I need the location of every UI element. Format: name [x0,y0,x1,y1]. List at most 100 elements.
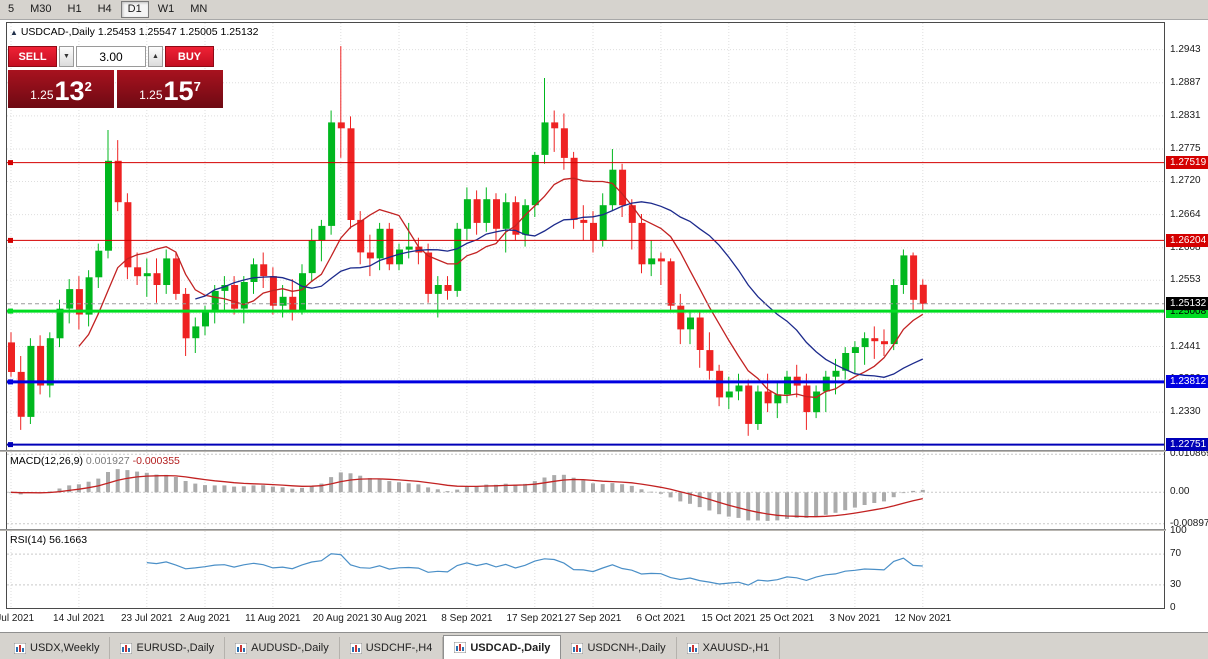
price-tick: 1.2831 [1170,109,1201,121]
date-tick: 30 Aug 2021 [370,613,428,624]
sell-price-point: 2 [84,79,92,94]
bid-price-tag: 1.25132 [1166,297,1208,311]
date-tick: 3 Nov 2021 [829,613,881,624]
buy-price-pips: 15 [163,76,194,106]
timeframe-d1[interactable]: D1 [120,1,149,18]
price-tick: 1.2887 [1170,76,1201,88]
chart-icon [686,642,699,654]
tab-usdx-weekly[interactable]: USDX,Weekly [4,637,111,659]
date-tick: 14 Jul 2021 [53,613,105,624]
grid-layer [7,452,1164,529]
date-tick: 25 Oct 2021 [759,613,815,624]
timeframe-h4[interactable]: H4 [97,3,112,15]
sell-price-pips: 13 [54,76,85,106]
tab-label: USDCNH-,Daily [587,642,666,654]
macd-signal-value: -0.000355 [132,455,180,467]
ohlc-high: 1.25547 [138,26,177,38]
price-tick: 1.2441 [1170,340,1201,352]
collapse-panel-icon[interactable]: ▲ [10,28,18,37]
macd-label: MACD(12,26,9) [10,455,83,467]
timeframe-m5[interactable]: 5 [8,3,15,15]
chart-icon [349,642,362,654]
buy-price-prefix: 1.25 [139,88,163,102]
timeframe-h1[interactable]: H1 [67,3,82,15]
macd-signal-line [10,474,923,518]
sell-price-prefix: 1.25 [30,88,54,102]
rsi-tick: 100 [1170,525,1187,536]
tab-label: USDCAD-,Daily [470,641,551,654]
date-tick: 20 Aug 2021 [312,613,369,624]
date-tick: 15 Oct 2021 [701,613,757,624]
chart-tab-bar: USDX,Weekly EURUSD-,Daily AUDUSD-,Daily … [0,632,1208,659]
level-price-tag: 1.26204 [1166,233,1208,247]
level-price-tag: 1.22751 [1166,438,1208,452]
ohlc-open: 1.25453 [97,26,136,38]
date-tick: 2 Aug 2021 [179,613,231,624]
rsi-tick: 0 [1170,602,1176,613]
rsi-value: 56.1663 [49,534,88,546]
date-tick: 5 Jul 2021 [0,613,35,624]
level-price-tag: 1.27519 [1166,156,1208,170]
tab-usdcnh-daily[interactable]: USDCNH-,Daily [561,637,677,659]
timeframe-m30[interactable]: M30 [30,3,52,15]
time-axis[interactable]: 5 Jul 2021 14 Jul 2021 23 Jul 2021 2 Aug 20… [0,609,1166,632]
tab-label: USDX,Weekly [30,642,100,654]
tab-audusd-daily[interactable]: AUDUSD-,Daily [225,637,340,659]
tab-label: AUDUSD-,Daily [251,642,329,654]
macd-tick: -0.008974 [1170,517,1208,529]
sell-price-box[interactable]: 1.25 13 2 [8,70,114,108]
price-tick: 1.2553 [1170,274,1201,286]
buy-price-point: 7 [193,79,201,94]
volume-decrease-icon[interactable]: ▼ [59,46,74,67]
price-axis[interactable]: 1.2943 1.2887 1.2831 1.2775 1.2720 1.2664 1.26… [1166,22,1208,613]
timeframe-toolbar: 5 M30 H1 H4 D1 W1 MN [0,0,1208,20]
tab-xauusd-h1[interactable]: XAUUSD-,H1 [677,637,781,659]
grid-layer [7,531,1164,608]
candles-layer [8,46,927,436]
date-tick: 12 Nov 2021 [894,613,952,624]
macd-value: 0.001927 [85,455,130,467]
level-price-tag: 1.23812 [1166,375,1208,389]
rsi-label: RSI(14) [10,534,47,546]
price-tick: 1.2608 [1170,241,1201,253]
buy-price-box[interactable]: 1.25 15 7 [117,70,223,108]
ohlc-close: 1.25132 [220,26,259,38]
volume-input[interactable] [76,46,146,67]
volume-increase-icon[interactable]: ▲ [148,46,163,67]
moving-averages-layer [78,177,924,399]
price-tick: 1.2943 [1170,43,1201,55]
chart-title: ▲ USDCAD-,Daily 1.25453 1.25547 1.25005 … [10,26,259,38]
date-tick: 8 Sep 2021 [441,613,493,624]
buy-button[interactable]: BUY [165,46,214,67]
chart-symbol-period: USDCAD-,Daily [20,26,95,38]
sell-button[interactable]: SELL [8,46,57,67]
panel-splitter[interactable] [0,450,1208,452]
macd-tick: 0.00 [1170,486,1190,498]
chart-icon [120,642,133,654]
horizontal-levels-layer [7,160,1164,448]
rsi-line [146,553,923,586]
price-tick: 1.2330 [1170,406,1201,418]
date-tick: 17 Sep 2021 [506,613,564,624]
timeframe-w1[interactable]: W1 [157,3,175,15]
chart-icon [14,642,26,654]
chart-icon [571,642,584,654]
price-tick: 1.2720 [1170,175,1201,187]
tab-label: USDCHF-,H4 [365,642,433,654]
tab-usdcad-daily[interactable]: USDCAD-,Daily [443,635,562,659]
date-tick: 23 Jul 2021 [120,613,173,624]
tab-usdchf-h4[interactable]: USDCHF-,H4 [340,637,444,659]
macd-panel-canvas[interactable] [7,452,1164,529]
rsi-tick: 70 [1170,548,1182,560]
chart-icon [235,642,248,654]
tab-eurusd-daily[interactable]: EURUSD-,Daily [110,637,226,659]
rsi-tick: 30 [1170,578,1182,590]
timeframe-mn[interactable]: MN [190,3,208,15]
date-tick: 11 Aug 2021 [245,613,301,624]
rsi-panel-canvas[interactable] [7,531,1164,608]
panel-splitter[interactable] [0,529,1208,531]
price-tick: 1.2664 [1170,208,1201,220]
date-tick: 6 Oct 2021 [636,613,686,624]
